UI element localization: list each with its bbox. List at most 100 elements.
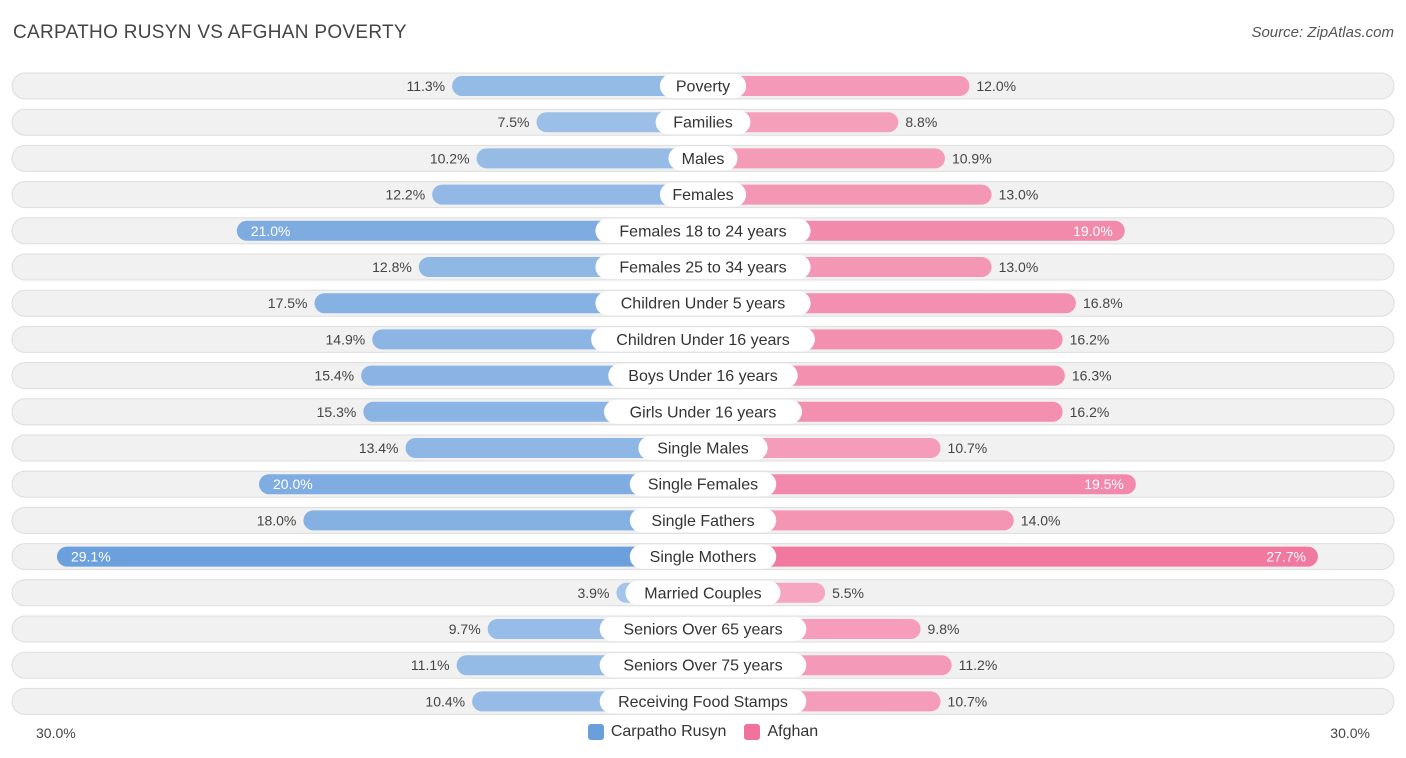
value-label-carpatho-rusyn: 10.4% xyxy=(425,693,465,709)
value-label-afghan: 19.0% xyxy=(1073,223,1113,239)
category-label: Children Under 5 years xyxy=(621,296,786,313)
value-label-afghan: 16.3% xyxy=(1072,368,1112,384)
category-pill xyxy=(595,218,811,243)
value-label-afghan: 16.2% xyxy=(1070,331,1110,347)
category-label: Single Females xyxy=(648,477,758,494)
bar-afghan xyxy=(693,76,970,96)
category-label: Single Mothers xyxy=(650,549,757,566)
row-females-25-to-34-years: 12.8% 13.0% Females 25 to 34 years xyxy=(11,253,1395,281)
row-single-males: 13.4% 10.7% Single Males xyxy=(11,434,1395,462)
category-label: Males xyxy=(682,151,725,168)
legend-label-afghan: Afghan xyxy=(767,723,819,740)
category-pill xyxy=(595,291,811,316)
row-families: 7.5% 8.8% Families xyxy=(11,108,1395,136)
category-label: Boys Under 16 years xyxy=(628,368,777,385)
axis-right-label: 30.0% xyxy=(1330,725,1370,741)
category-label: Single Males xyxy=(657,441,749,458)
legend: Carpatho Rusyn Afghan xyxy=(0,723,1406,741)
category-pill xyxy=(591,327,815,352)
value-label-carpatho-rusyn: 12.8% xyxy=(372,259,412,275)
value-label-carpatho-rusyn: 13.4% xyxy=(359,440,399,456)
chart-title: CARPATHO RUSYN VS AFGHAN POVERTY xyxy=(13,22,407,43)
bar-carpatho-rusyn xyxy=(432,184,713,205)
category-label: Seniors Over 65 years xyxy=(623,622,782,639)
category-pill xyxy=(599,653,807,678)
bar-carpatho-rusyn xyxy=(476,148,713,169)
value-label-afghan: 16.2% xyxy=(1070,404,1110,420)
axis-left-label: 30.0% xyxy=(36,725,76,741)
category-label: Females xyxy=(672,187,733,204)
category-pill xyxy=(659,182,747,207)
row-seniors-over-75-years: 11.1% 11.2% Seniors Over 75 years xyxy=(11,651,1395,679)
value-label-carpatho-rusyn: 3.9% xyxy=(577,585,609,601)
row-females-18-to-24-years: 21.0% 19.0% Females 18 to 24 years xyxy=(11,217,1395,245)
legend-item-carpatho-rusyn[interactable]: Carpatho Rusyn xyxy=(587,723,727,741)
value-label-carpatho-rusyn: 7.5% xyxy=(498,114,530,130)
category-label: Married Couples xyxy=(644,585,761,602)
category-label: Girls Under 16 years xyxy=(630,404,777,421)
legend-swatch-carpatho-rusyn xyxy=(587,724,604,740)
value-label-afghan: 14.0% xyxy=(1021,512,1061,528)
row-receiving-food-stamps: 10.4% 10.7% Receiving Food Stamps xyxy=(11,687,1395,715)
category-pill xyxy=(655,110,751,135)
value-label-carpatho-rusyn: 11.1% xyxy=(411,657,450,673)
category-pill xyxy=(595,255,811,279)
category-label: Receiving Food Stamps xyxy=(618,694,788,711)
category-pill xyxy=(638,436,768,460)
category-pill xyxy=(608,363,798,388)
row-poverty: 11.3% 12.0% Poverty xyxy=(11,72,1395,100)
value-label-carpatho-rusyn: 21.0% xyxy=(251,223,291,239)
value-label-carpatho-rusyn: 10.2% xyxy=(430,150,470,166)
row-children-under-5-years: 17.5% 16.8% Children Under 5 years xyxy=(11,289,1395,317)
bar-afghan xyxy=(693,474,1136,495)
category-pill xyxy=(604,399,802,424)
category-label: Single Fathers xyxy=(651,513,754,530)
row-single-females: 20.0% 19.5% Single Females xyxy=(11,470,1395,498)
category-label: Seniors Over 75 years xyxy=(623,658,782,675)
legend-swatch-afghan xyxy=(744,724,761,740)
row-children-under-16-years: 14.9% 16.2% Children Under 16 years xyxy=(11,325,1395,353)
value-label-carpatho-rusyn: 20.0% xyxy=(273,476,313,492)
bar-carpatho-rusyn xyxy=(236,220,714,241)
category-pill xyxy=(668,146,738,171)
bar-afghan xyxy=(693,148,945,169)
category-pill xyxy=(625,580,781,605)
category-label: Females 25 to 34 years xyxy=(619,260,786,277)
bar-carpatho-rusyn xyxy=(452,76,713,96)
value-label-carpatho-rusyn: 17.5% xyxy=(268,295,308,311)
value-label-afghan: 10.9% xyxy=(952,150,992,166)
category-label: Children Under 16 years xyxy=(616,332,789,349)
value-label-carpatho-rusyn: 9.7% xyxy=(449,621,481,637)
row-single-mothers: 29.1% 27.7% Single Mothers xyxy=(11,543,1395,571)
value-label-afghan: 27.7% xyxy=(1266,549,1306,565)
category-pill xyxy=(599,617,807,641)
value-label-carpatho-rusyn: 29.1% xyxy=(71,549,111,565)
value-label-carpatho-rusyn: 14.9% xyxy=(326,331,366,347)
legend-label-carpatho-rusyn: Carpatho Rusyn xyxy=(610,723,727,740)
category-pill xyxy=(599,689,807,714)
value-label-carpatho-rusyn: 18.0% xyxy=(257,512,297,528)
category-pill xyxy=(659,74,747,98)
row-seniors-over-65-years: 9.7% 9.8% Seniors Over 65 years xyxy=(11,615,1395,643)
legend-item-afghan[interactable]: Afghan xyxy=(744,723,818,741)
value-label-afghan: 13.0% xyxy=(999,187,1039,203)
category-label: Families xyxy=(673,115,733,132)
bar-carpatho-rusyn xyxy=(259,474,713,495)
row-married-couples: 3.9% 5.5% Married Couples xyxy=(11,579,1395,607)
bar-carpatho-rusyn xyxy=(56,546,714,567)
row-boys-under-16-years: 15.4% 16.3% Boys Under 16 years xyxy=(11,362,1395,390)
category-pill xyxy=(629,544,777,569)
bar-afghan xyxy=(693,546,1318,567)
row-girls-under-16-years: 15.3% 16.2% Girls Under 16 years xyxy=(11,398,1395,426)
value-label-afghan: 13.0% xyxy=(999,259,1039,275)
category-pill xyxy=(629,472,777,497)
category-pill xyxy=(629,508,777,533)
bar-carpatho-rusyn xyxy=(405,438,713,458)
value-label-carpatho-rusyn: 15.3% xyxy=(317,404,357,420)
source-label: Source: ZipAtlas.com xyxy=(1251,24,1394,41)
row-males: 10.2% 10.9% Males xyxy=(11,144,1395,172)
value-label-carpatho-rusyn: 11.3% xyxy=(406,78,445,94)
value-label-afghan: 10.7% xyxy=(948,440,988,456)
value-label-carpatho-rusyn: 12.2% xyxy=(385,187,425,203)
